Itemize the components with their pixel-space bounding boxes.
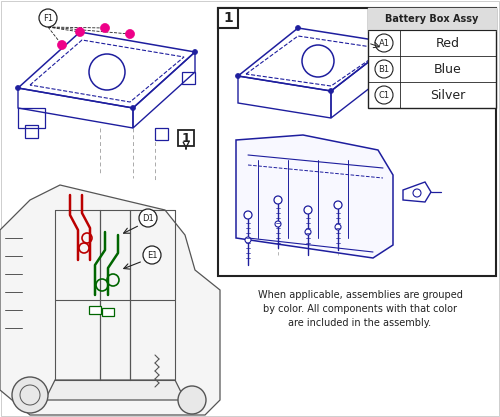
Text: Silver: Silver	[430, 88, 466, 101]
Circle shape	[304, 206, 312, 214]
FancyBboxPatch shape	[218, 8, 238, 28]
Polygon shape	[236, 135, 393, 258]
Circle shape	[274, 196, 282, 204]
Circle shape	[375, 60, 393, 78]
FancyBboxPatch shape	[368, 8, 496, 108]
Circle shape	[100, 23, 110, 33]
Circle shape	[178, 386, 206, 414]
Text: Battery Box Assy: Battery Box Assy	[386, 14, 478, 24]
Circle shape	[143, 246, 161, 264]
Circle shape	[375, 34, 393, 52]
Circle shape	[130, 106, 136, 111]
Text: C1: C1	[378, 90, 390, 100]
Text: When applicable, assemblies are grouped
by color. All components with that color: When applicable, assemblies are grouped …	[258, 290, 462, 328]
Circle shape	[244, 211, 252, 219]
Circle shape	[296, 25, 300, 30]
Circle shape	[305, 229, 311, 235]
Text: Red: Red	[436, 37, 460, 50]
Circle shape	[334, 201, 342, 209]
Circle shape	[245, 237, 251, 243]
Circle shape	[78, 30, 82, 35]
Circle shape	[58, 40, 66, 50]
FancyBboxPatch shape	[218, 8, 496, 276]
Circle shape	[335, 224, 341, 230]
Circle shape	[390, 40, 396, 45]
Circle shape	[236, 73, 240, 78]
Circle shape	[126, 30, 134, 38]
Text: D1: D1	[142, 214, 154, 223]
Polygon shape	[0, 185, 220, 415]
Text: A1: A1	[378, 38, 390, 48]
Text: 1: 1	[223, 11, 233, 25]
Circle shape	[39, 9, 57, 27]
Circle shape	[16, 85, 20, 90]
Circle shape	[139, 209, 157, 227]
FancyBboxPatch shape	[89, 306, 101, 314]
Text: Blue: Blue	[434, 63, 462, 75]
Text: 1: 1	[182, 131, 190, 145]
Text: F1: F1	[43, 13, 53, 23]
Polygon shape	[45, 380, 185, 400]
FancyBboxPatch shape	[102, 308, 114, 316]
Circle shape	[375, 86, 393, 104]
Circle shape	[192, 50, 198, 55]
FancyBboxPatch shape	[178, 130, 194, 146]
Circle shape	[275, 221, 281, 227]
Circle shape	[12, 377, 48, 413]
Circle shape	[76, 28, 84, 37]
Circle shape	[328, 88, 334, 93]
Text: E1: E1	[147, 251, 157, 259]
Text: B1: B1	[378, 65, 390, 73]
